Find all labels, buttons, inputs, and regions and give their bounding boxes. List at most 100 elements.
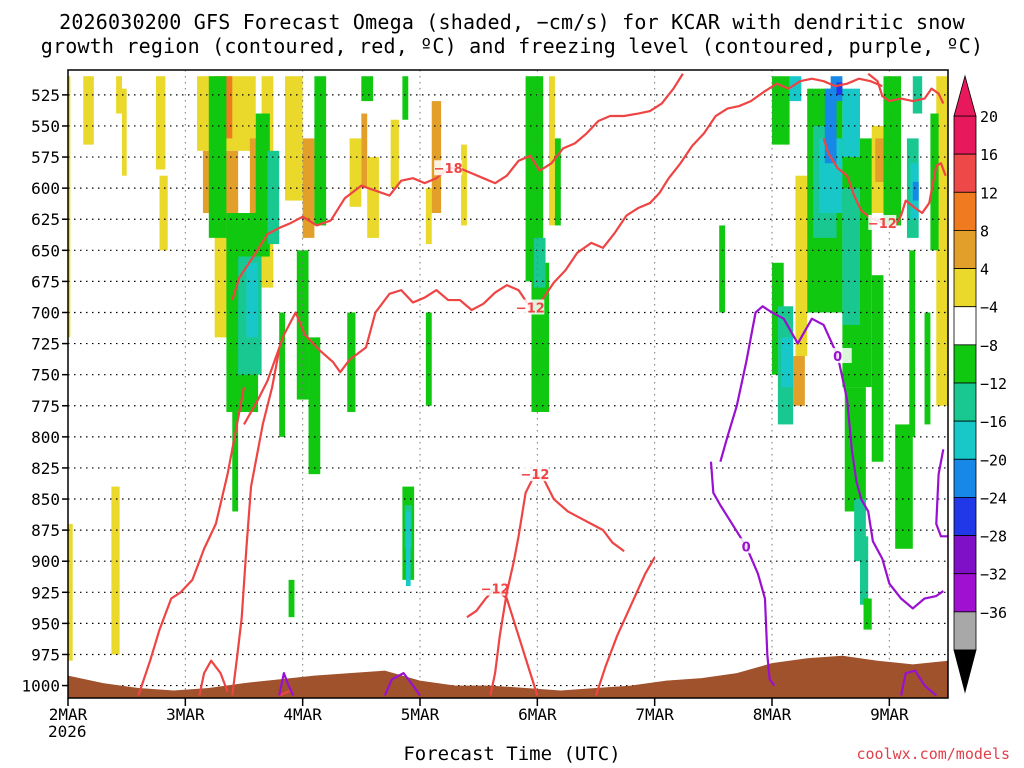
dgz-contour-label-bg <box>520 466 549 482</box>
y-tick-label: 675 <box>31 272 60 291</box>
freezing-contour <box>719 305 944 610</box>
dgz-contour <box>231 349 281 696</box>
y-tick-label: 825 <box>31 459 60 478</box>
dgz-contour <box>489 473 625 696</box>
colorbar-bin <box>953 230 977 269</box>
dgz-contour <box>466 587 539 696</box>
omega-cell <box>116 76 122 114</box>
omega-cell <box>347 312 356 412</box>
omega-cell <box>285 76 303 201</box>
dgz-contour <box>867 72 945 105</box>
dgz-contour <box>243 77 883 425</box>
colorbar-label: −16 <box>980 413 1007 431</box>
chart-title-line-2: growth region (contoured, red, ºC) and f… <box>40 34 984 58</box>
omega-cell <box>68 76 71 338</box>
omega-cell <box>390 119 399 189</box>
colorbar-top-arrow <box>953 74 977 117</box>
dgz-contour-label: −12 <box>520 468 549 483</box>
colorbar-label: −20 <box>980 451 1007 469</box>
omega-cell <box>789 76 802 102</box>
omega-cell <box>159 175 168 251</box>
x-axis-year-label: 2026 <box>48 722 87 741</box>
freezing-contour <box>383 672 421 697</box>
y-tick-label: 875 <box>31 521 60 540</box>
omega-cell <box>425 312 432 406</box>
colorbar-bin <box>953 420 977 460</box>
terrain-fill <box>68 655 948 698</box>
omega-cell <box>871 275 884 462</box>
omega-cell <box>296 250 309 400</box>
colorbar-bin <box>953 382 977 422</box>
colorbar-bin <box>953 268 977 308</box>
y-tick-label: 1000 <box>21 677 60 696</box>
omega-cell <box>367 157 379 238</box>
colorbar-bin <box>953 458 977 498</box>
colorbar-label: −32 <box>980 566 1007 584</box>
terrain-area <box>68 655 948 698</box>
omega-cell <box>425 188 432 245</box>
y-tick-label: 850 <box>31 490 60 509</box>
omega-cell <box>875 138 887 182</box>
omega-cell <box>719 225 726 313</box>
y-tick-label: 800 <box>31 428 60 447</box>
colorbar-label: 8 <box>980 222 989 240</box>
omega-cell <box>844 387 866 512</box>
omega-cell <box>936 76 948 406</box>
colorbar-bin <box>953 573 977 613</box>
y-tick-label: 550 <box>31 117 60 136</box>
omega-cell <box>930 113 939 251</box>
omega-cell <box>781 337 794 388</box>
omega-cell <box>924 312 931 425</box>
x-axis: 2MAR 3MAR 4MAR 5MAR 6MAR 7MAR 8MAR 9MAR <box>49 698 909 724</box>
omega-cell <box>121 88 127 176</box>
y-tick-label: 525 <box>31 86 60 105</box>
colorbar-bin <box>953 191 977 231</box>
omega-cell <box>554 138 561 226</box>
x-tick-label: 4MAR <box>283 705 322 724</box>
y-axis: 525 550 575 600 625 650 675 700 725 750 775 800 825 8… <box>21 86 68 696</box>
dgz-contour-label-bg <box>481 580 510 596</box>
x-tick-label: 8MAR <box>753 705 792 724</box>
freezing-contour <box>899 669 937 697</box>
freezing-contour <box>278 672 295 696</box>
omega-cell <box>860 536 869 605</box>
omega-cell <box>279 312 286 437</box>
omega-cell <box>402 76 409 120</box>
omega-cell <box>863 598 872 630</box>
omega-cell <box>361 113 368 189</box>
colorbar-label: −8 <box>980 337 998 355</box>
y-tick-label: 775 <box>31 397 60 416</box>
omega-cell <box>405 511 411 587</box>
x-tick-label: 6MAR <box>518 705 557 724</box>
x-tick-label: 2MAR <box>49 705 88 724</box>
x-axis-title: Forecast Time (UTC) <box>403 743 621 765</box>
colorbar-bin <box>953 306 977 346</box>
colorbar: 20 16 12 8 4 −4 −8 −12 −16 −20 −24 −28 −32 −36 <box>953 74 1007 694</box>
omega-cell <box>156 76 166 170</box>
omega-cell <box>842 88 860 158</box>
omega-cell <box>549 76 555 226</box>
colorbar-label: 4 <box>980 261 989 279</box>
freezing-level-contours: 00 <box>278 305 948 697</box>
colorbar-label: −4 <box>980 299 998 317</box>
y-tick-label: 900 <box>31 552 60 571</box>
freezing-contour-label-bg <box>732 538 761 554</box>
dgz-contour-label: −12 <box>481 583 510 598</box>
omega-cell <box>793 356 805 406</box>
omega-cell <box>361 76 374 102</box>
omega-cell <box>255 113 270 257</box>
dgz-contour-label: −12 <box>516 302 545 317</box>
omega-cell <box>431 101 442 214</box>
x-tick-label: 9MAR <box>870 705 909 724</box>
dgz-contour-label: −12 <box>868 217 897 232</box>
freezing-contour <box>935 449 948 538</box>
omega-cell <box>267 150 280 245</box>
y-tick-label: 650 <box>31 241 60 260</box>
omega-cell <box>525 76 544 282</box>
dgz-contour <box>198 659 229 696</box>
credit-text: coolwx.com/models <box>856 745 1010 763</box>
chart-title-line-1: 2026030200 GFS Forecast Omega (shaded, −… <box>59 10 965 34</box>
omega-cell <box>314 76 327 226</box>
omega-cell <box>912 76 923 114</box>
colorbar-bin <box>953 535 977 575</box>
